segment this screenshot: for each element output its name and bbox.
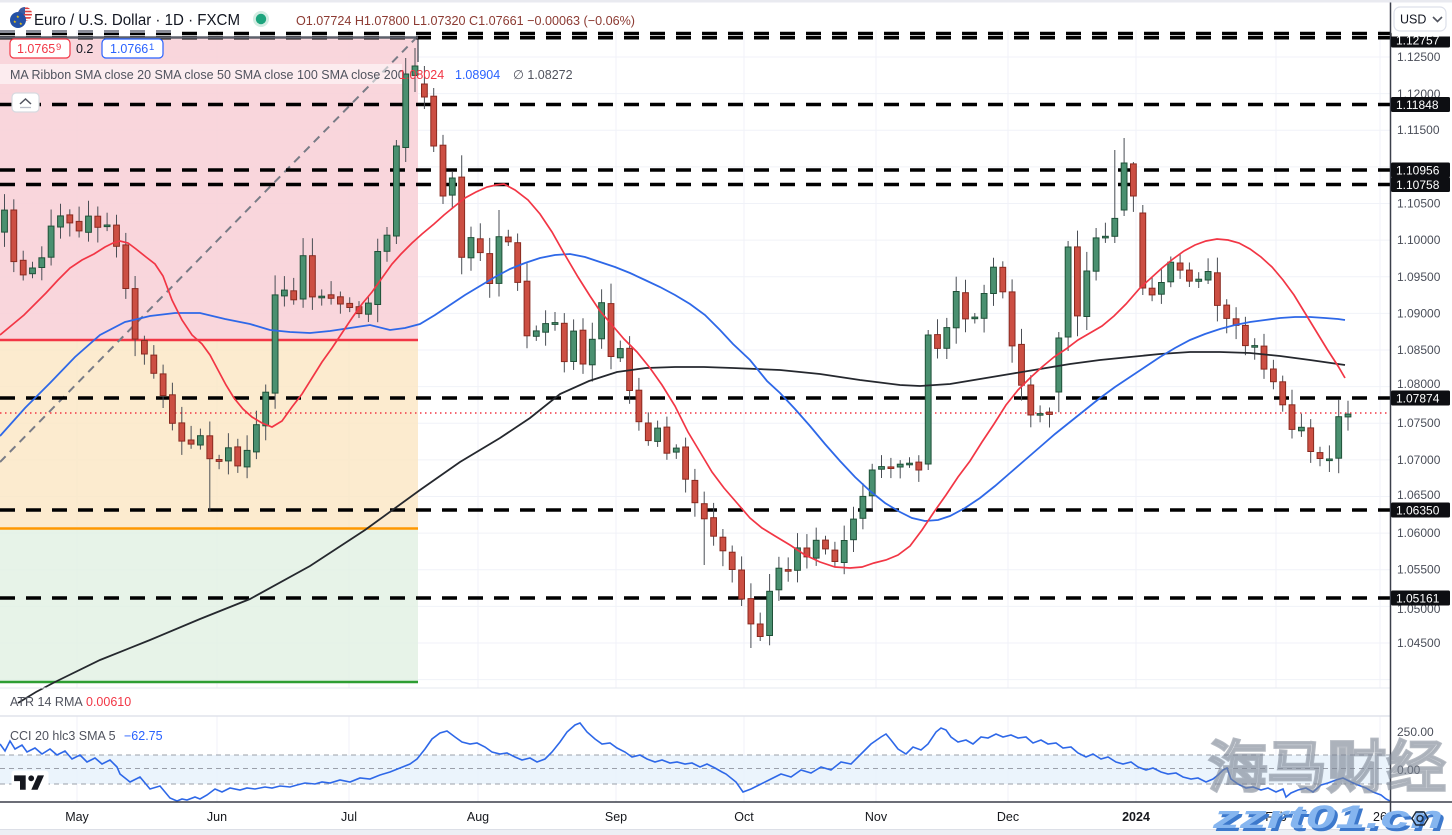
svg-text:1.07874: 1.07874 xyxy=(1396,391,1440,405)
svg-text:1: 1 xyxy=(149,42,154,53)
svg-text:9: 9 xyxy=(56,42,61,53)
svg-text:1.05161: 1.05161 xyxy=(1396,591,1440,605)
svg-text:1.0766: 1.0766 xyxy=(110,42,148,56)
svg-text:Jun: Jun xyxy=(207,810,227,824)
svg-text:1.06000: 1.06000 xyxy=(1397,526,1441,540)
svg-text:1.12757: 1.12757 xyxy=(1396,33,1440,47)
svg-text:Aug: Aug xyxy=(467,810,489,824)
svg-text:1.10500: 1.10500 xyxy=(1397,197,1441,211)
svg-text:1.05000: 1.05000 xyxy=(1397,602,1441,616)
svg-text:Dec: Dec xyxy=(997,810,1019,824)
svg-text:1.07500: 1.07500 xyxy=(1397,416,1441,430)
svg-text:−62.75: −62.75 xyxy=(124,729,163,743)
svg-text:1.10000: 1.10000 xyxy=(1397,233,1441,247)
svg-text:1.12500: 1.12500 xyxy=(1397,50,1441,64)
svg-text:1.0765: 1.0765 xyxy=(17,42,55,56)
svg-text:250.00: 250.00 xyxy=(1397,725,1434,739)
svg-text:Jul: Jul xyxy=(341,810,357,824)
svg-text:0.00610: 0.00610 xyxy=(86,695,131,709)
svg-text:★: ★ xyxy=(13,19,17,24)
svg-text:2024: 2024 xyxy=(1122,810,1150,824)
svg-text:O1.07724 H1.07800 L1.07320 C1.: O1.07724 H1.07800 L1.07320 C1.07661 −0.0… xyxy=(296,13,635,28)
svg-text:USD: USD xyxy=(1400,13,1426,27)
svg-text:Euro / U.S. Dollar · 1D · FXCM: Euro / U.S. Dollar · 1D · FXCM xyxy=(34,12,240,29)
svg-text:1.08000: 1.08000 xyxy=(1397,377,1441,391)
svg-text:1.09500: 1.09500 xyxy=(1397,270,1441,284)
svg-text:May: May xyxy=(65,810,89,824)
svg-text:Sep: Sep xyxy=(605,810,627,824)
svg-text:zzrt01.cn: zzrt01.cn xyxy=(1211,799,1443,835)
svg-text:1.06500: 1.06500 xyxy=(1397,488,1441,502)
svg-text:1.11500: 1.11500 xyxy=(1397,123,1440,137)
svg-text:0.2: 0.2 xyxy=(76,42,93,56)
svg-text:zzrt01.cn: zzrt01.cn xyxy=(1214,802,1446,835)
svg-text:1.09000: 1.09000 xyxy=(1397,307,1441,321)
svg-text:CCI 20 hlc3 SMA 5: CCI 20 hlc3 SMA 5 xyxy=(10,729,116,743)
svg-text:1.04500: 1.04500 xyxy=(1397,636,1441,650)
svg-text:海马财经: 海马财经 xyxy=(1208,736,1446,799)
svg-text:★: ★ xyxy=(16,14,20,19)
svg-text:1.10758: 1.10758 xyxy=(1396,178,1440,192)
svg-text:∅ 1.08272: ∅ 1.08272 xyxy=(513,68,573,82)
svg-text:MA Ribbon SMA close 20 SMA clo: MA Ribbon SMA close 20 SMA close 50 SMA … xyxy=(10,68,405,82)
svg-text:1.08500: 1.08500 xyxy=(1397,343,1441,357)
svg-text:1.07000: 1.07000 xyxy=(1397,453,1441,467)
svg-text:1.05500: 1.05500 xyxy=(1397,563,1441,577)
svg-text:Oct: Oct xyxy=(734,810,754,824)
svg-text:1.08904: 1.08904 xyxy=(455,68,500,82)
svg-text:1.08024: 1.08024 xyxy=(399,68,444,82)
svg-text:Nov: Nov xyxy=(865,810,888,824)
svg-text:Feb: Feb xyxy=(1265,810,1287,824)
svg-text:1.10956: 1.10956 xyxy=(1396,163,1440,177)
svg-text:1.11848: 1.11848 xyxy=(1396,98,1439,112)
svg-text:0.00: 0.00 xyxy=(1397,763,1421,777)
svg-text:26: 26 xyxy=(1373,810,1387,824)
svg-text:ATR 14 RMA: ATR 14 RMA xyxy=(10,695,83,709)
svg-text:★: ★ xyxy=(19,21,23,26)
svg-text:1.06350: 1.06350 xyxy=(1396,503,1440,517)
